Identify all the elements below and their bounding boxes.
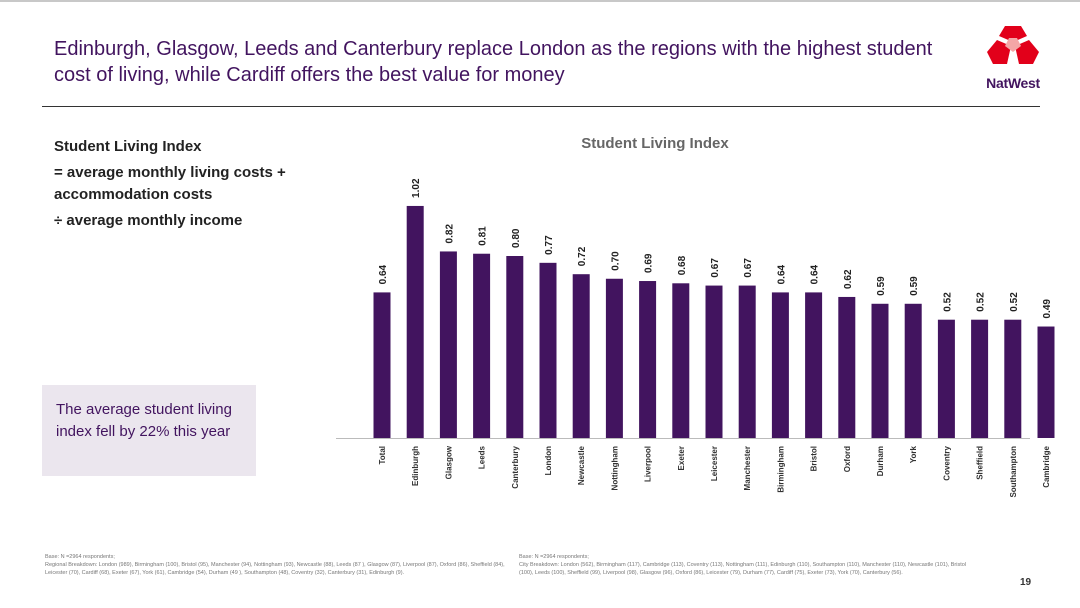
logo-text: NatWest bbox=[986, 75, 1040, 91]
tick-label: Canterbury bbox=[511, 445, 520, 488]
tick-label: Birmingham bbox=[776, 446, 785, 493]
tick-label: Durham bbox=[876, 446, 885, 476]
callout-box: The average student living index fell by… bbox=[42, 385, 256, 476]
tick-label: Exeter bbox=[677, 446, 686, 470]
data-label: 0.64 bbox=[776, 264, 787, 284]
bar-nottingham bbox=[605, 278, 623, 438]
data-label: 0.82 bbox=[444, 224, 455, 244]
top-border bbox=[0, 0, 1080, 2]
data-label: 0.67 bbox=[743, 258, 754, 278]
bar-birmingham bbox=[771, 292, 789, 438]
data-label: 0.64 bbox=[378, 264, 389, 284]
tick-label: Edinburgh bbox=[411, 446, 420, 486]
bar-york bbox=[904, 303, 922, 438]
data-label: 0.59 bbox=[876, 276, 887, 296]
page-title: Edinburgh, Glasgow, Leeds and Canterbury… bbox=[54, 38, 933, 86]
tick-label: Sheffield bbox=[976, 446, 985, 480]
tick-label: Total bbox=[378, 446, 387, 465]
data-label: 0.52 bbox=[1009, 292, 1020, 312]
tick-label: Nottingham bbox=[610, 446, 619, 490]
data-label: 0.72 bbox=[577, 246, 588, 266]
callout-text: The average student living index fell by… bbox=[56, 401, 232, 440]
tick-label: Cambridge bbox=[1042, 445, 1051, 487]
bar-southampton bbox=[1004, 319, 1022, 438]
index-definition: Student Living Index = average monthly l… bbox=[54, 136, 304, 236]
chart-title: Student Living Index bbox=[581, 135, 729, 152]
bar-total bbox=[373, 292, 391, 438]
bar-cambridge bbox=[1037, 326, 1055, 438]
tick-label: Leicester bbox=[710, 446, 719, 481]
bar-london bbox=[539, 262, 557, 438]
bar-chart: 0.64 Total 1.02 Edinburgh 0.82 Glasgow 0.81 Lee… bbox=[336, 178, 1055, 498]
bar-liverpool bbox=[639, 281, 657, 438]
tick-label: Glasgow bbox=[444, 445, 453, 479]
footnote-right-base: Base: N =2964 respondents; bbox=[519, 554, 589, 560]
bar-oxford bbox=[838, 296, 856, 438]
tick-label: Bristol bbox=[810, 446, 819, 471]
data-label: 0.67 bbox=[710, 258, 721, 278]
tick-label: Manchester bbox=[743, 446, 752, 490]
tick-label: York bbox=[909, 445, 918, 463]
bar-exeter bbox=[672, 283, 690, 438]
bar-coventry bbox=[937, 319, 955, 438]
bar-sheffield bbox=[971, 319, 989, 438]
tick-label: Southampton bbox=[1009, 446, 1018, 498]
data-label: 0.64 bbox=[810, 264, 821, 284]
data-label: 0.69 bbox=[644, 253, 655, 273]
data-label: 0.80 bbox=[511, 228, 522, 248]
definition-heading: Student Living Index bbox=[54, 138, 202, 155]
bar-leicester bbox=[705, 285, 723, 438]
data-label: 0.70 bbox=[610, 251, 621, 271]
bar-newcastle bbox=[572, 274, 590, 438]
footnote-left: Base: N =2964 respondents; Regional Brea… bbox=[45, 553, 505, 577]
definition-line-2: ÷ average monthly income bbox=[54, 212, 243, 229]
bar-leeds bbox=[473, 253, 491, 438]
data-label: 0.77 bbox=[544, 235, 555, 255]
data-label: 0.52 bbox=[976, 292, 987, 312]
bar-bristol bbox=[805, 292, 823, 438]
tick-label: Liverpool bbox=[644, 446, 653, 482]
tick-label: Leeds bbox=[478, 445, 487, 469]
bar-edinburgh bbox=[406, 205, 424, 438]
data-label: 0.81 bbox=[478, 226, 489, 246]
footnote-left-text: Regional Breakdown: London (989), Birmin… bbox=[45, 562, 505, 576]
bar-manchester bbox=[738, 285, 756, 438]
bar-durham bbox=[871, 303, 889, 438]
footnote-left-base: Base: N =2964 respondents; bbox=[45, 554, 115, 560]
data-label: 0.62 bbox=[843, 269, 854, 289]
page-number: 19 bbox=[1020, 577, 1032, 588]
data-label: 0.68 bbox=[677, 255, 688, 275]
tick-label: Oxford bbox=[843, 446, 852, 472]
tick-label: London bbox=[544, 446, 553, 475]
data-label: 0.49 bbox=[1042, 299, 1053, 319]
data-label: 0.52 bbox=[942, 292, 953, 312]
natwest-logo: NatWest bbox=[978, 24, 1048, 94]
footnote-right-text: City Breakdown: London (562), Birmingham… bbox=[519, 562, 967, 576]
title-divider bbox=[42, 106, 1040, 107]
natwest-cubes-icon bbox=[987, 26, 1039, 64]
bar-glasgow bbox=[439, 251, 457, 438]
tick-label: Coventry bbox=[942, 445, 951, 480]
bar-canterbury bbox=[506, 256, 524, 438]
data-label: 1.02 bbox=[411, 178, 422, 198]
tick-label: Newcastle bbox=[577, 445, 586, 485]
footnote-right: Base: N =2964 respondents; City Breakdow… bbox=[519, 553, 979, 577]
definition-line-1: = average monthly living costs + accommo… bbox=[54, 164, 286, 203]
data-label: 0.59 bbox=[909, 276, 920, 296]
